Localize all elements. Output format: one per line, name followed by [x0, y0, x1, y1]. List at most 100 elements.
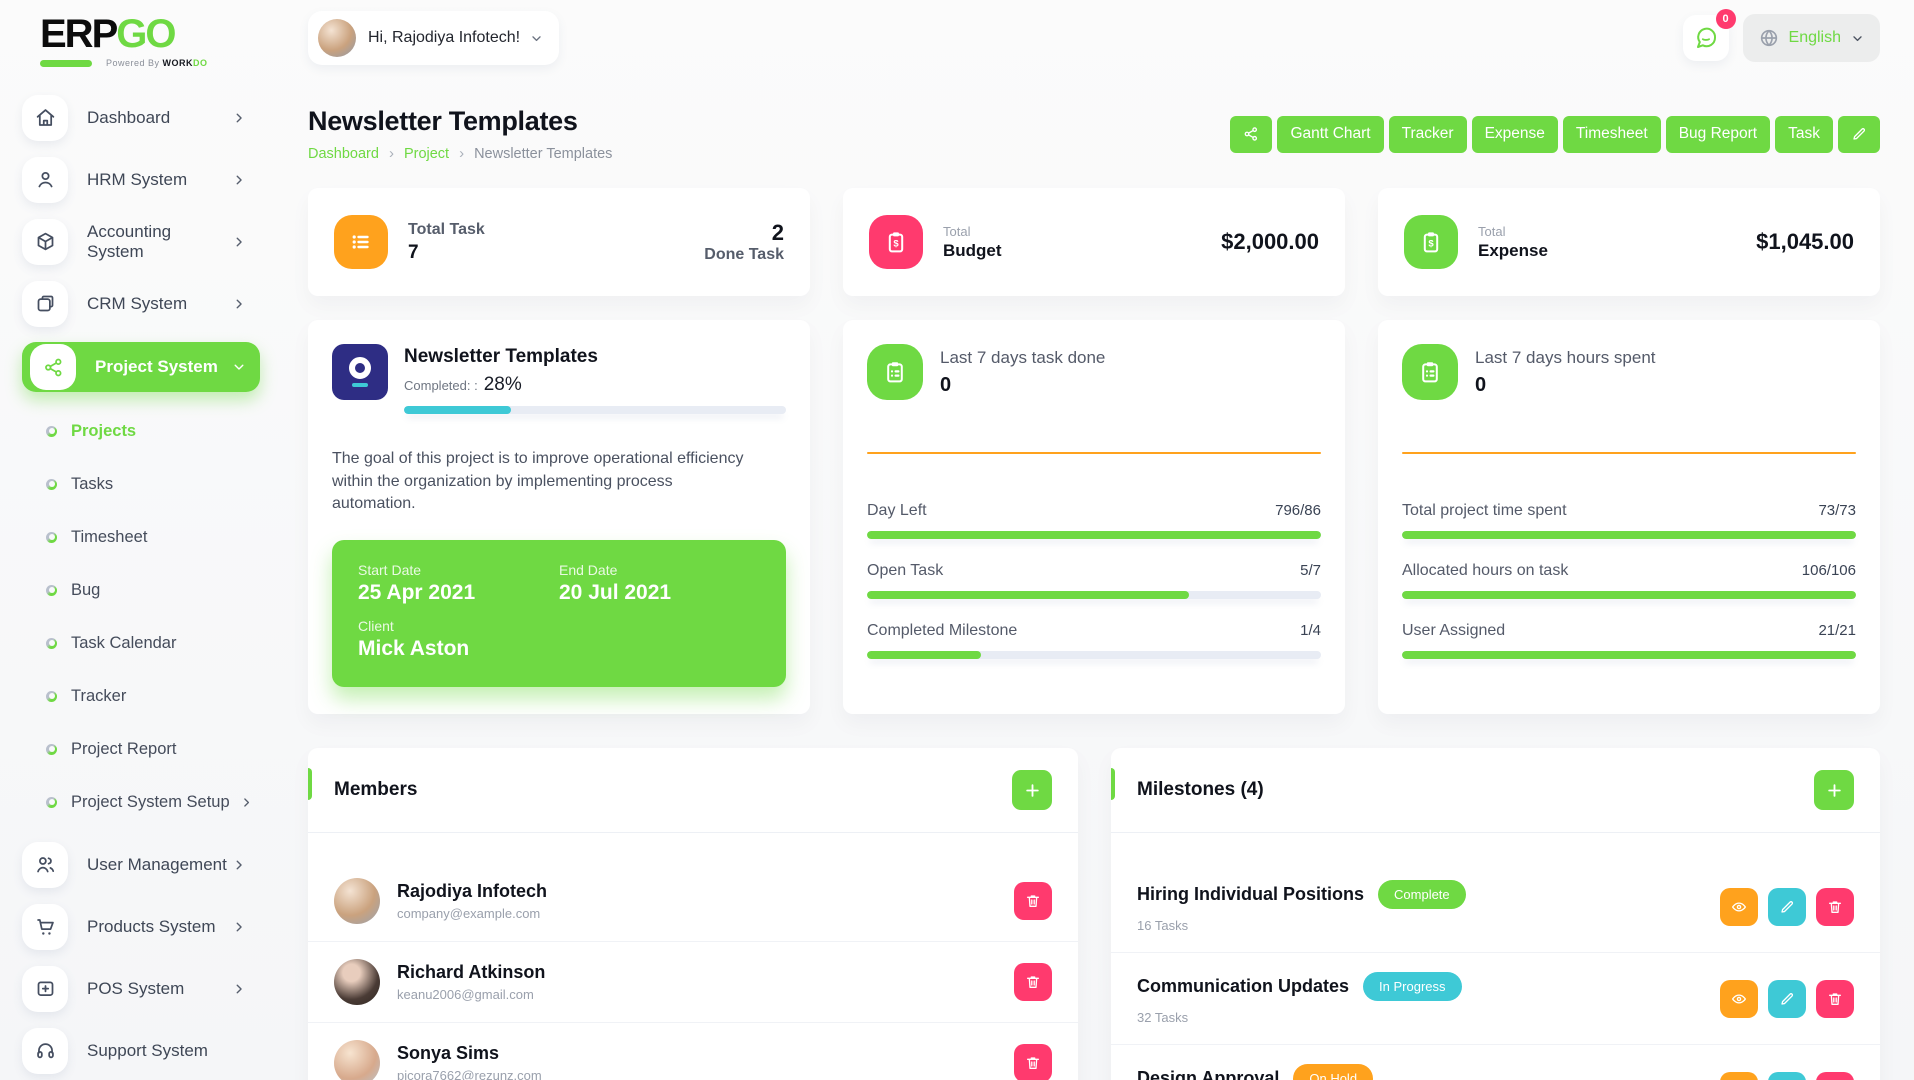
share-button[interactable]	[1230, 115, 1273, 153]
main-content: Hi, Rajodiya Infotech! 0 English Newslet…	[272, 0, 1914, 1080]
metric-user-assigned: User Assigned 21/21	[1402, 622, 1856, 659]
sidebar-item-label: Project System	[95, 357, 218, 376]
member-name: Rajodiya Infotech	[397, 881, 548, 901]
sidebar-item-accounting-system[interactable]: Accounting System	[22, 218, 260, 265]
sidebar-subitem-tasks[interactable]: Tasks	[46, 466, 272, 502]
total-expense-card: Total Expense $1,045.00	[1378, 188, 1880, 296]
breadcrumb-dashboard-link[interactable]: Dashboard	[308, 145, 379, 162]
metric-progress-fill	[1402, 531, 1856, 539]
user-greeting: Hi, Rajodiya Infotech!	[368, 29, 521, 46]
language-selector[interactable]: English	[1742, 14, 1880, 62]
breadcrumb: Dashboard › Project › Newsletter Templat…	[308, 145, 612, 162]
chevron-right-icon	[232, 111, 246, 125]
subitem-label: Tracker	[71, 686, 127, 705]
app-logo[interactable]: ERPGO Powered By WORKDO	[22, 14, 272, 68]
sidebar-subitem-task-calendar[interactable]: Task Calendar	[46, 625, 272, 661]
sidebar-item-pos-system[interactable]: POS System	[22, 965, 260, 1012]
member-email: picora7662@rezunz.com	[397, 1068, 542, 1080]
metric-total-time: Total project time spent 73/73	[1402, 502, 1856, 539]
clipboard-check-icon	[867, 344, 923, 400]
edit-milestone-button[interactable]	[1768, 979, 1806, 1018]
task-done-sparkline	[867, 452, 1321, 454]
member-avatar	[334, 959, 380, 1005]
view-milestone-button[interactable]	[1720, 979, 1758, 1018]
edit-project-button[interactable]	[1838, 115, 1880, 153]
view-milestone-button[interactable]	[1720, 887, 1758, 926]
sidebar-item-dashboard[interactable]: Dashboard	[22, 94, 260, 141]
sidebar-subitem-tracker[interactable]: Tracker	[46, 678, 272, 714]
sidebar-subitem-project-system-setup[interactable]: Project System Setup	[46, 784, 272, 820]
headphones-icon	[22, 1027, 68, 1074]
breadcrumb-current: Newsletter Templates	[474, 145, 613, 162]
share-nodes-icon	[30, 344, 76, 390]
add-member-button[interactable]	[1012, 770, 1052, 810]
sidebar-item-project-system[interactable]: Project System	[22, 342, 260, 392]
sidebar-item-user-management[interactable]: User Management	[22, 841, 260, 888]
breadcrumb-separator: ›	[388, 145, 394, 162]
project-name: Newsletter Templates	[404, 346, 598, 367]
metric-value: 106/106	[1801, 562, 1856, 579]
chevron-down-icon	[232, 360, 246, 374]
metric-value: 1/4	[1300, 622, 1321, 639]
metric-label: User Assigned	[1402, 622, 1506, 639]
chevron-right-icon	[232, 297, 246, 311]
client-label: Client	[358, 618, 394, 635]
delete-member-button[interactable]	[1014, 1044, 1052, 1080]
bug-report-button[interactable]: Bug Report	[1665, 115, 1771, 153]
pencil-icon	[1851, 126, 1867, 142]
total-budget-card: Total Budget $2,000.00	[843, 188, 1345, 296]
metric-progress-fill	[1402, 651, 1856, 659]
sidebar: ERPGO Powered By WORKDO Dashboard HRM Sy…	[0, 0, 272, 1080]
delete-member-button[interactable]	[1014, 963, 1052, 1001]
user-menu[interactable]: Hi, Rajodiya Infotech!	[308, 11, 560, 65]
sidebar-item-support-system[interactable]: Support System	[22, 1027, 260, 1074]
sidebar-item-crm-system[interactable]: CRM System	[22, 280, 260, 327]
delete-milestone-button[interactable]	[1816, 887, 1854, 926]
sidebar-subitem-projects[interactable]: Projects	[46, 413, 272, 449]
metric-progress-fill	[867, 531, 1321, 539]
start-date-value: 25 Apr 2021	[358, 581, 476, 605]
edit-milestone-button[interactable]	[1768, 1071, 1806, 1080]
milestone-status-badge: On Hold	[1293, 1064, 1374, 1080]
bullet-icon	[46, 478, 57, 490]
total-task-label: Total Task	[408, 220, 485, 238]
trash-icon	[1025, 1055, 1041, 1071]
sidebar-item-label: User Management	[87, 854, 227, 874]
edit-milestone-button[interactable]	[1768, 887, 1806, 926]
view-milestone-button[interactable]	[1720, 1071, 1758, 1080]
done-task-label: Done Task	[704, 246, 784, 263]
delete-milestone-button[interactable]	[1816, 979, 1854, 1018]
bullet-icon	[46, 531, 57, 543]
tracker-button[interactable]: Tracker	[1388, 115, 1467, 153]
timesheet-button[interactable]: Timesheet	[1562, 115, 1661, 153]
notification-badge: 0	[1715, 9, 1736, 29]
subitem-label: Tasks	[71, 474, 114, 493]
metric-open-task: Open Task 5/7	[867, 562, 1321, 599]
add-milestone-button[interactable]	[1814, 770, 1854, 810]
sidebar-item-hrm-system[interactable]: HRM System	[22, 156, 260, 203]
hours-spent-panel: Last 7 days hours spent 0 Total project …	[1378, 320, 1880, 714]
end-date-label: End Date	[559, 562, 618, 579]
members-card: Members Rajodiya Infotech company@exampl…	[308, 748, 1078, 1080]
sidebar-subitem-timesheet[interactable]: Timesheet	[46, 519, 272, 555]
messages-button[interactable]: 0	[1682, 9, 1736, 61]
metric-label: Open Task	[867, 562, 944, 579]
sidebar-item-products-system[interactable]: Products System	[22, 903, 260, 950]
sidebar-subitem-project-report[interactable]: Project Report	[46, 731, 272, 767]
gantt-chart-button[interactable]: Gantt Chart	[1277, 115, 1384, 153]
logo-text: ERPGO	[40, 14, 272, 54]
total-task-value: 7	[408, 241, 419, 263]
breadcrumb-project-link[interactable]: Project	[403, 145, 450, 162]
expense-button[interactable]: Expense	[1471, 115, 1558, 153]
task-panel-value: 0	[940, 374, 952, 396]
milestones-header: Milestones (4)	[1111, 748, 1880, 833]
metric-allocated-hours: Allocated hours on task 106/106	[1402, 562, 1856, 599]
sidebar-subitem-bug[interactable]: Bug	[46, 572, 272, 608]
task-button[interactable]: Task	[1775, 115, 1833, 153]
expense-value: $1,045.00	[1756, 229, 1854, 254]
metric-progress-track	[1402, 651, 1856, 659]
delete-milestone-button[interactable]	[1816, 1071, 1854, 1080]
language-label: English	[1788, 29, 1841, 46]
metric-progress-fill	[1402, 591, 1856, 599]
delete-member-button[interactable]	[1014, 882, 1052, 920]
